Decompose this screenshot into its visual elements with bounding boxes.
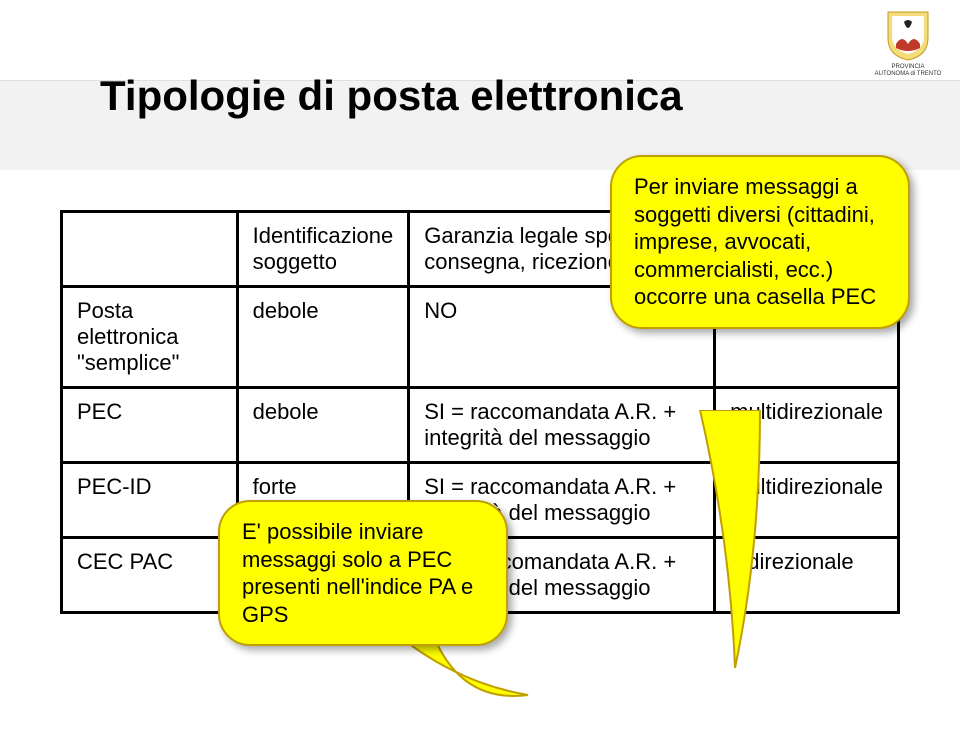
cell: debole xyxy=(237,287,409,388)
page-title: Tipologie di posta elettronica xyxy=(100,72,683,120)
logo-text1: PROVINCIA xyxy=(868,64,948,71)
cell: Posta elettronica "semplice" xyxy=(62,287,238,388)
callout-pec-needed: Per inviare messaggi a soggetti diversi … xyxy=(610,155,910,329)
logo-text2: AUTONOMA di TRENTO xyxy=(868,71,948,78)
cell: debole xyxy=(237,388,409,463)
th-blank xyxy=(62,212,238,287)
cell: CEC PAC xyxy=(62,538,238,613)
crest-icon xyxy=(884,8,932,62)
cell: PEC-ID xyxy=(62,463,238,538)
callout-indice-pa: E' possibile inviare messaggi solo a PEC… xyxy=(218,500,508,646)
provincia-logo: PROVINCIA AUTONOMA di TRENTO xyxy=(868,8,948,77)
cell: PEC xyxy=(62,388,238,463)
cell: SI = raccomandata A.R. + integrità del m… xyxy=(409,388,715,463)
callout-tail-icon xyxy=(670,410,790,670)
th-ident: Identificazione soggetto xyxy=(237,212,409,287)
